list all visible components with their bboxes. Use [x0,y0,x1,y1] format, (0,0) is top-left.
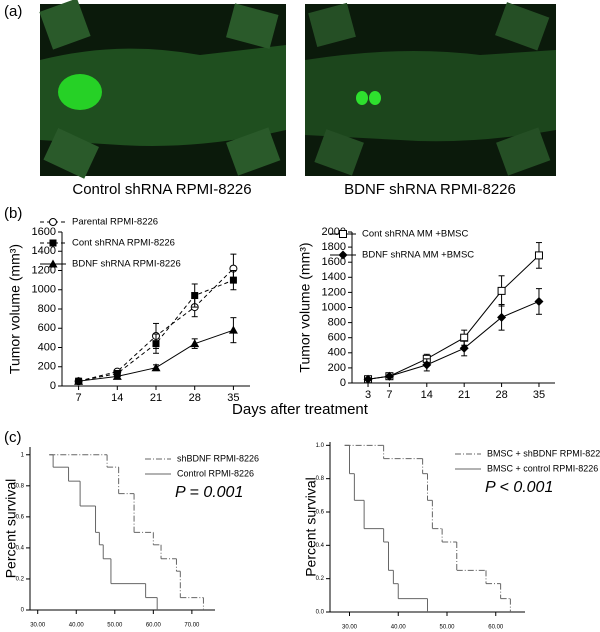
marker [191,292,199,300]
x-tick-label: 14 [421,389,433,401]
x-tick-label: 14 [111,392,123,404]
x-tick-label: 35 [533,389,545,401]
y-tick-label: 0.2 [16,577,25,583]
x-tick-label: 21 [150,392,162,404]
x-tick-label: 30.00 [30,623,46,629]
marker [497,312,507,322]
marker [338,250,348,260]
x-tick-label: 7 [76,392,82,404]
y-tick-label: 0.0 [316,610,325,616]
series-line [78,279,234,382]
x-tick-label: 60.00 [146,623,162,629]
x-tick-label: 50.00 [107,623,123,629]
marker [229,276,237,284]
y-tick-label: 400 [328,347,346,359]
marker [48,259,58,268]
y-tick-label: 0.6 [316,510,325,516]
marker [460,333,469,342]
y-axis-label: Percent survival [3,479,19,579]
x-tick-label: 70.00 [184,623,200,629]
photo-left [39,0,286,179]
y-tick-label: 0 [50,380,56,392]
y-tick-label: 0 [340,377,346,389]
x-tick-label: 21 [458,389,470,401]
y-tick-label: 1600 [322,256,346,268]
y-tick-label: 1400 [32,245,56,257]
y-tick-label: 1.0 [316,443,325,449]
legend-label: BMSC + shBDNF RPMI-8226 [487,448,600,458]
y-tick-label: 0.2 [316,576,325,582]
panel-label: (c) [4,429,22,446]
y-tick-label: 0 [21,608,25,614]
y-tick-label: 1600 [32,226,56,238]
marker [152,340,160,348]
y-tick-label: 800 [38,303,56,315]
legend-label: BDNF shRNA MM +BMSC [362,250,474,261]
x-tick-label: 40.00 [391,625,407,631]
image-caption: BDNF shRNA RPMI-8226 [344,181,516,198]
marker [112,371,122,380]
annotation: P < 0.001 [485,479,553,496]
y-tick-label: 1000 [32,284,56,296]
marker [459,343,469,353]
x-tick-label: 28 [189,392,201,404]
panel-label: (b) [4,205,22,222]
marker [190,339,200,348]
y-tick-label: 1200 [322,286,346,298]
marker [49,218,57,226]
y-tick-label: 1400 [322,271,346,283]
y-tick-label: 1000 [322,301,346,313]
y-tick-label: 600 [38,322,56,334]
y-tick-label: 1800 [322,241,346,253]
y-tick-label: 0.4 [316,543,325,549]
legend-label: BMSC + control RPMI-8226 [487,463,598,473]
y-tick-label: 400 [38,341,56,353]
image-caption: Control shRNA RPMI-8226 [72,181,251,198]
y-axis-label: Tumor volume (mm³) [297,242,313,372]
marker [384,371,394,381]
y-tick-label: 0.4 [16,545,25,551]
legend-label: Cont shRNA RPMI-8226 [72,238,175,249]
y-tick-label: 1 [21,452,25,458]
y-tick-label: 0.8 [316,476,325,482]
photo-right [305,2,556,176]
legend-label: Cont shRNA MM +BMSC [362,229,469,240]
marker [422,360,432,370]
y-tick-label: 0.6 [16,514,25,520]
x-tick-label: 7 [386,389,392,401]
y-tick-label: 0.8 [16,483,25,489]
x-tick-label: 28 [495,389,507,401]
x-tick-label: 30.00 [342,625,358,631]
marker [497,286,506,295]
marker [339,230,347,238]
x-tick-label: 40.00 [69,623,85,629]
y-axis-label: Tumor volume (mm³) [7,244,23,374]
marker [49,239,57,247]
y-tick-label: 600 [328,332,346,344]
series-line [367,300,540,380]
legend-label: Parental RPMI-8226 [72,217,158,228]
x-tick-label: 60.00 [488,625,504,631]
x-tick-label: 50.00 [439,625,455,631]
y-tick-label: 200 [38,361,56,373]
marker [363,374,373,384]
legend-label: shBDNF RPMI-8226 [177,453,259,463]
x-axis-label: Days after treatment [232,401,369,418]
marker [151,363,161,372]
legend-label: Control RPMI-8226 [177,468,254,478]
legend-label: BDNF shRNA RPMI-8226 [72,259,181,270]
y-axis-label: Percent survival [303,477,319,577]
series-line [367,255,540,380]
panel-label: (a) [4,3,22,20]
y-tick-label: 800 [328,317,346,329]
x-tick-label: 3 [365,389,371,401]
marker [228,325,238,334]
x-tick-label: 35 [227,392,239,404]
y-tick-label: 200 [328,362,346,374]
marker [74,376,84,385]
marker [534,296,544,306]
annotation: P = 0.001 [175,484,243,501]
marker [534,251,543,260]
